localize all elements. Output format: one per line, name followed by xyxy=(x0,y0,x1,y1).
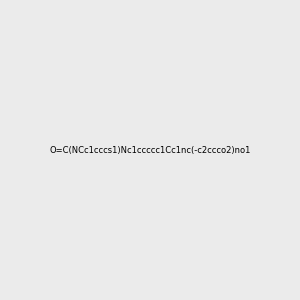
Text: O=C(NCc1cccs1)Nc1ccccc1Cc1nc(-c2ccco2)no1: O=C(NCc1cccs1)Nc1ccccc1Cc1nc(-c2ccco2)no… xyxy=(49,146,251,154)
